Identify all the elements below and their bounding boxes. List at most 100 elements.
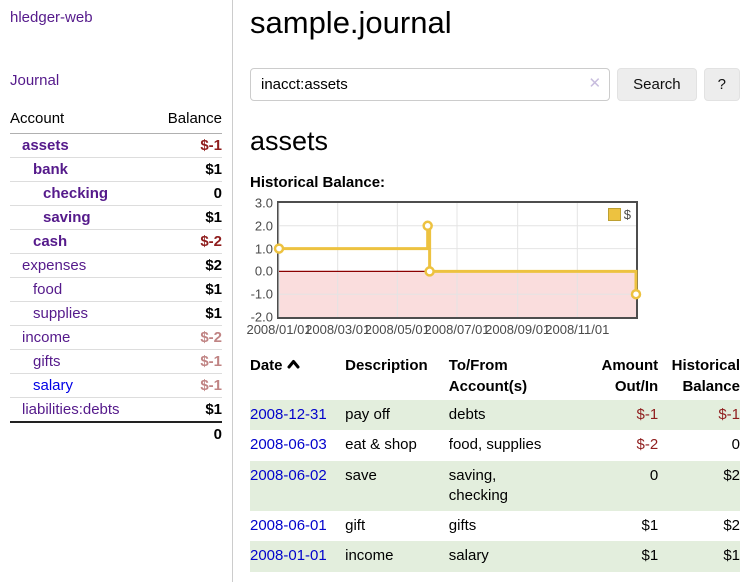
x-tick-label: 2008/11/01 (545, 322, 610, 337)
account-link-saving[interactable]: saving (43, 209, 91, 226)
account-link-salary[interactable]: salary (33, 377, 74, 394)
account-balance: $1 (151, 205, 222, 230)
accounts-header-row: Account Balance (10, 106, 222, 134)
transaction-accounts: gifts (448, 517, 477, 534)
y-tick-label: 2.0 (254, 218, 273, 234)
account-row: income $-2 (10, 325, 222, 350)
account-link-expenses[interactable]: expenses (22, 257, 87, 274)
legend-swatch-icon (607, 208, 621, 221)
sidebar-item-journal[interactable]: Journal (10, 72, 60, 89)
transaction-amount: $1 (641, 517, 659, 534)
accounts-total-row: 0 (10, 421, 222, 446)
account-row: salary $-1 (10, 373, 222, 398)
y-tick-label: -2.0 (250, 309, 273, 325)
transaction-balance: 0 (731, 436, 740, 454)
account-balance: $-2 (151, 229, 222, 254)
sort-up-icon (287, 360, 300, 369)
register-table: Date Description To/From Account(s) Amoun… (250, 352, 740, 572)
account-link-cash[interactable]: cash (33, 233, 68, 250)
account-balance: $1 (151, 301, 222, 326)
search-button[interactable]: Search (617, 68, 697, 101)
accounts-header-balance: Balance (151, 106, 222, 134)
account-balance: $2 (151, 253, 222, 278)
y-tick-label: 3.0 (254, 195, 273, 211)
account-balance: $1 (151, 397, 222, 423)
column-header-date-label: Date (250, 357, 283, 374)
transaction-balance: $-1 (718, 406, 740, 423)
account-balance: $-1 (151, 373, 222, 398)
transaction-amount: $-2 (636, 436, 659, 454)
account-row: liabilities:debts $1 (10, 397, 222, 423)
register-header-row: Date Description To/From Account(s) Amoun… (250, 352, 740, 400)
account-balance: $-1 (151, 349, 222, 374)
balance-chart: 3.0 2.0 1.0 0.0 -1.0 -2.0 $ 2008/01/01 2008/03… (246, 196, 740, 337)
transaction-description: save (345, 466, 377, 484)
x-tick-label: 2008/01/01 (246, 322, 312, 337)
register-row: 2008-06-01 gift gifts $1 $2 (250, 511, 740, 541)
account-link-gifts[interactable]: gifts (33, 353, 61, 370)
account-link-food[interactable]: food (33, 281, 63, 298)
transaction-date-link[interactable]: 2008-01-01 (250, 547, 327, 565)
accounts-total: 0 (151, 421, 222, 446)
help-button[interactable]: ? (703, 68, 740, 101)
chart-legend: $ (605, 206, 633, 223)
transaction-description: eat & shop (345, 436, 417, 454)
chart-x-axis-labels: 2008/01/01 2008/03/01 2008/05/01 2008/07/01… (246, 319, 638, 337)
x-tick-label: 2008/05/01 (364, 322, 430, 337)
y-tick-label: 0.0 (254, 263, 273, 279)
chart-plot-area: $ (273, 201, 642, 319)
transaction-date-link[interactable]: 2008-06-02 (250, 466, 327, 484)
chart-title: Historical Balance: (250, 174, 386, 191)
register-row: 2008-06-02 save saving, checking 0 $2 (250, 460, 740, 511)
account-link-checking[interactable]: checking (43, 185, 109, 202)
account-heading: assets (250, 126, 329, 156)
account-link-liabilities-debts[interactable]: liabilities:debts (22, 401, 120, 418)
column-header-description: Description (345, 357, 428, 374)
accounts-table: Account Balance assets $-1 bank $1 checkin… (10, 106, 222, 446)
brand-link[interactable]: hledger-web (10, 9, 93, 26)
transaction-accounts: salary (448, 547, 489, 565)
account-row: cash $-2 (10, 229, 222, 254)
transaction-balance: $2 (723, 517, 740, 534)
search-input[interactable] (250, 68, 611, 101)
transaction-amount: 0 (649, 466, 659, 484)
transaction-date-link[interactable]: 2008-06-03 (250, 436, 327, 454)
legend-label: $ (623, 207, 631, 222)
transaction-accounts: food, supplies (448, 436, 542, 454)
account-row: gifts $-1 (10, 349, 222, 374)
account-balance: $-2 (151, 325, 222, 350)
chart-canvas (273, 203, 642, 317)
x-tick-label: 2008/07/01 (424, 322, 490, 337)
clear-search-icon[interactable]: ✕ (588, 75, 602, 92)
register-row: 2008-06-03 eat & shop food, supplies $-2… (250, 430, 740, 460)
account-row: bank $1 (10, 157, 222, 182)
account-link-income[interactable]: income (22, 329, 71, 346)
transaction-description: income (345, 547, 394, 565)
column-header-amount: Amount Out/In (601, 357, 659, 395)
transaction-date-link[interactable]: 2008-06-01 (250, 517, 327, 534)
account-row: saving $1 (10, 205, 222, 230)
account-balance: 0 (151, 181, 222, 206)
column-header-balance: Historical Balance (671, 357, 740, 395)
account-link-assets[interactable]: assets (22, 137, 69, 154)
transaction-accounts: debts (448, 406, 486, 423)
y-tick-label: -1.0 (250, 286, 273, 302)
account-link-bank[interactable]: bank (33, 161, 69, 178)
transaction-amount: $1 (641, 547, 659, 565)
search-bar: ✕ Search ? (250, 68, 740, 101)
transaction-date-link[interactable]: 2008-12-31 (250, 406, 327, 423)
y-tick-label: 1.0 (254, 241, 273, 257)
transaction-description: pay off (345, 406, 390, 423)
account-link-supplies[interactable]: supplies (33, 305, 89, 322)
account-row: checking 0 (10, 181, 222, 206)
account-row: supplies $1 (10, 301, 222, 326)
account-balance: $1 (151, 157, 222, 182)
transaction-balance: $1 (723, 547, 740, 565)
main-content: sample.journal ✕ Search ? assets Histori… (234, 0, 742, 572)
transaction-description: gift (345, 517, 366, 534)
search-input-wrap: ✕ (250, 68, 611, 101)
transaction-accounts: saving, checking (448, 466, 508, 504)
transaction-balance: $2 (723, 466, 740, 484)
column-header-date[interactable]: Date (250, 352, 345, 400)
register-row: 2008-01-01 income salary $1 $1 (250, 541, 740, 572)
